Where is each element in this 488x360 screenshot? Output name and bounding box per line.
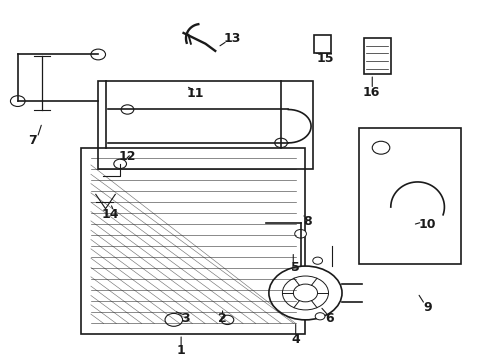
Bar xyxy=(98,81,312,169)
Circle shape xyxy=(315,313,325,320)
Text: 16: 16 xyxy=(362,86,379,99)
Circle shape xyxy=(282,276,328,310)
Text: 1: 1 xyxy=(176,344,185,357)
Text: 7: 7 xyxy=(28,134,37,147)
Text: 15: 15 xyxy=(316,51,333,64)
Text: 5: 5 xyxy=(291,261,300,274)
Circle shape xyxy=(164,314,182,326)
Text: 13: 13 xyxy=(223,32,241,45)
Bar xyxy=(81,148,305,334)
Text: 12: 12 xyxy=(119,150,136,163)
Circle shape xyxy=(91,49,105,60)
Circle shape xyxy=(293,284,317,302)
Bar xyxy=(313,35,330,53)
Bar xyxy=(363,39,390,74)
Circle shape xyxy=(221,315,233,324)
Circle shape xyxy=(10,96,25,107)
Circle shape xyxy=(371,141,389,154)
Circle shape xyxy=(312,257,322,264)
Text: 8: 8 xyxy=(303,215,311,228)
Circle shape xyxy=(274,138,287,148)
Text: 4: 4 xyxy=(291,333,300,346)
Text: 10: 10 xyxy=(418,218,435,231)
Circle shape xyxy=(294,229,306,238)
Bar xyxy=(358,128,461,264)
Text: 11: 11 xyxy=(186,87,204,100)
Text: 9: 9 xyxy=(422,301,431,314)
Circle shape xyxy=(121,105,134,114)
Circle shape xyxy=(114,159,126,168)
Text: 6: 6 xyxy=(325,311,333,325)
Text: 3: 3 xyxy=(182,311,190,325)
Circle shape xyxy=(268,266,341,320)
Text: 14: 14 xyxy=(102,208,119,221)
Text: 2: 2 xyxy=(218,311,226,325)
